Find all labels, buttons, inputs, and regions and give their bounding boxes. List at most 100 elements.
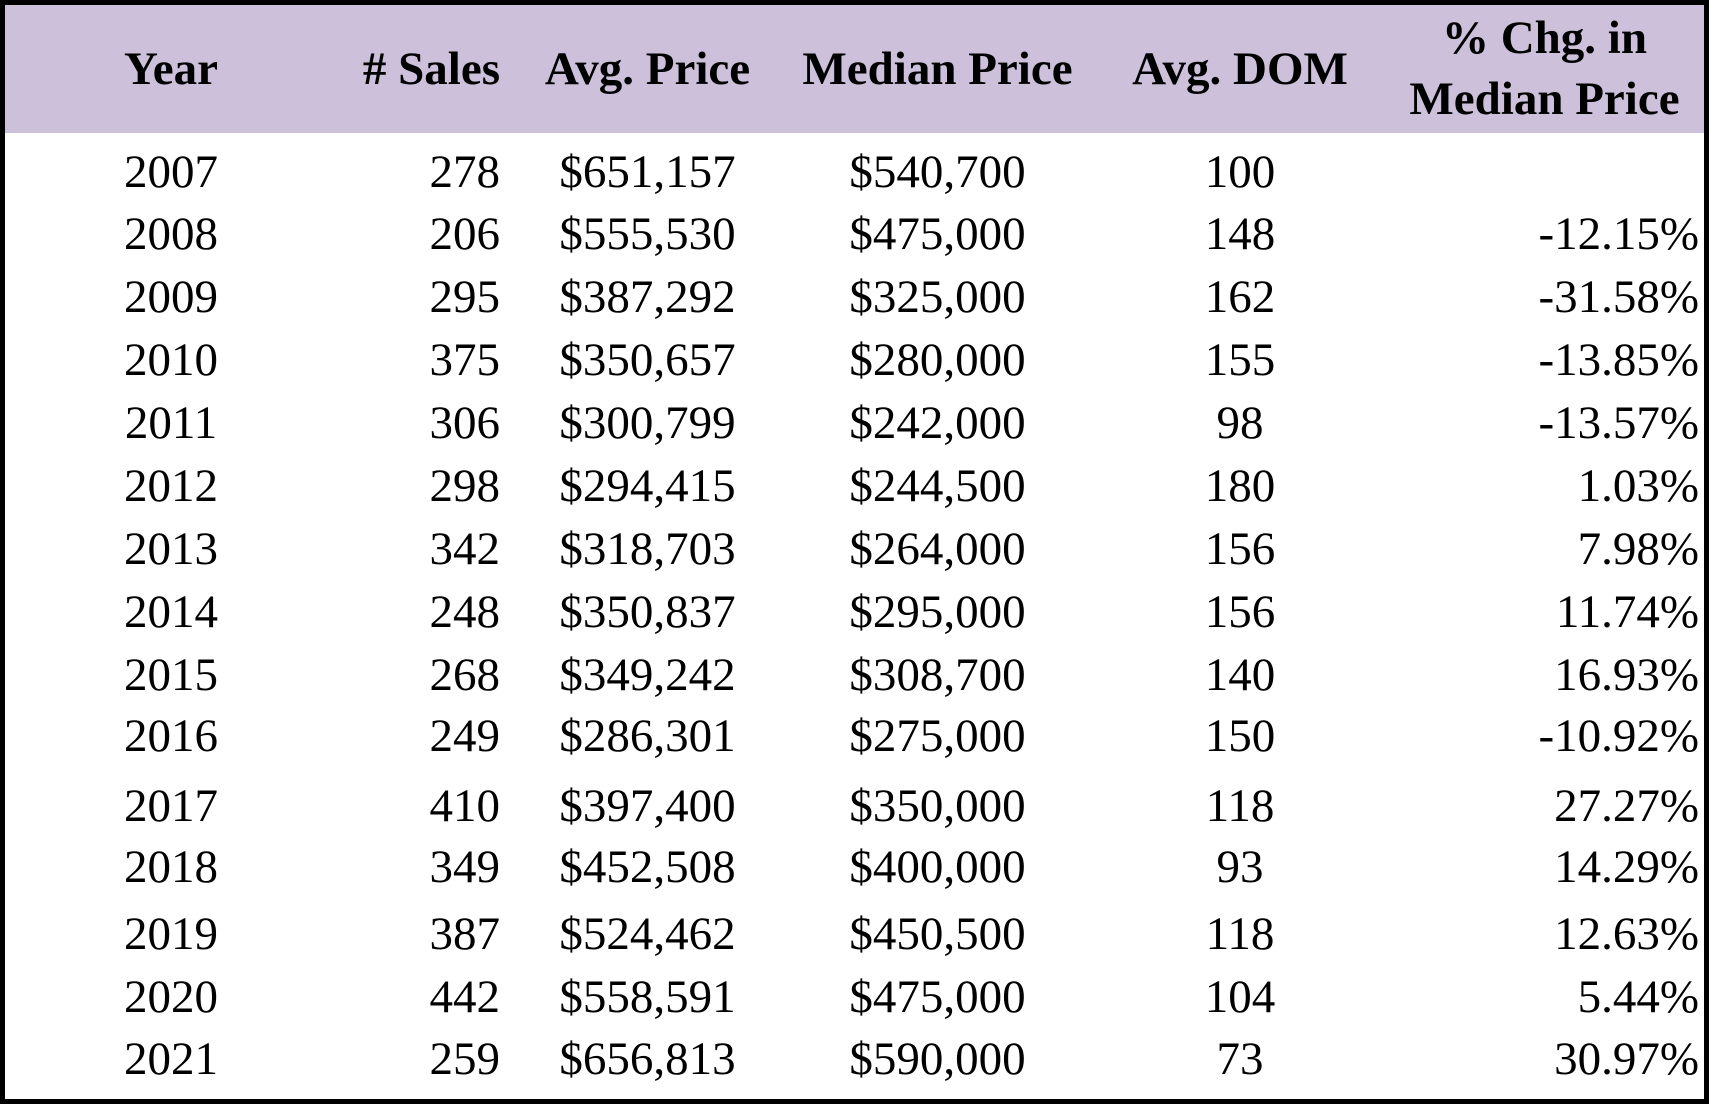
cell-sales: 295 <box>429 271 501 323</box>
table-row: 2017 410 $397,400 $350,000 118 27.27% <box>5 776 1704 836</box>
cell-pct-chg: 5.44% <box>1577 971 1699 1023</box>
cell-median-price: $242,000 <box>849 397 1026 449</box>
cell-pct-chg <box>1405 142 1699 202</box>
cell-pct-chg: 27.27% <box>1554 780 1699 832</box>
cell-pct-chg: 11.74% <box>1555 586 1699 638</box>
cell-pct-chg: 1.03% <box>1577 460 1699 512</box>
table-row: 2012 298 $294,415 $244,500 180 1.03% <box>5 456 1704 516</box>
cell-year: 2017 <box>124 780 218 832</box>
cell-year: 2016 <box>124 710 218 762</box>
cell-pct-chg: -12.15% <box>1538 208 1699 260</box>
cell-pct-chg: -13.57% <box>1538 397 1699 449</box>
cell-year: 2012 <box>124 460 218 512</box>
header-sales-label: # Sales <box>362 42 500 95</box>
cell-median-price: $475,000 <box>849 208 1026 260</box>
cell-avg-dom: 118 <box>1205 780 1275 832</box>
header-median-price: Median Price <box>790 5 1085 133</box>
cell-sales: 268 <box>429 649 501 701</box>
header-pct-chg: % Chg. in Median Price <box>1390 5 1699 133</box>
header-median-price-label: Median Price <box>802 42 1073 95</box>
cell-median-price: $350,000 <box>849 780 1026 832</box>
table-row: 2007 278 $651,157 $540,700 100 <box>5 142 1704 202</box>
cell-year: 2014 <box>124 586 218 638</box>
cell-year: 2008 <box>124 208 218 260</box>
cell-sales: 278 <box>429 146 501 198</box>
header-year: Year <box>91 5 251 133</box>
cell-sales: 206 <box>429 208 501 260</box>
cell-pct-chg: 7.98% <box>1577 523 1699 575</box>
cell-sales: 442 <box>429 971 501 1023</box>
cell-sales: 298 <box>429 460 501 512</box>
cell-year: 2021 <box>124 1033 218 1085</box>
cell-avg-price: $558,591 <box>559 971 736 1023</box>
table-row: 2008 206 $555,530 $475,000 148 -12.15% <box>5 204 1704 264</box>
cell-avg-price: $294,415 <box>559 460 736 512</box>
cell-avg-dom: 98 <box>1216 397 1264 449</box>
cell-avg-price: $397,400 <box>559 780 736 832</box>
header-sales: # Sales <box>335 5 500 133</box>
table-header: Year # Sales Avg. Price Median Price Avg… <box>5 5 1704 133</box>
table-row: 2016 249 $286,301 $275,000 150 -10.92% <box>5 706 1704 766</box>
cell-sales: 259 <box>429 1033 501 1085</box>
cell-median-price: $280,000 <box>849 334 1026 386</box>
cell-avg-price: $651,157 <box>559 146 736 198</box>
cell-avg-dom: 156 <box>1204 586 1276 638</box>
cell-pct-chg: 14.29% <box>1554 841 1699 893</box>
cell-avg-price: $555,530 <box>559 208 736 260</box>
cell-avg-dom: 140 <box>1204 649 1276 701</box>
cell-avg-price: $524,462 <box>559 908 736 960</box>
cell-year: 2020 <box>124 971 218 1023</box>
table-row: 2011 306 $300,799 $242,000 98 -13.57% <box>5 393 1704 453</box>
cell-avg-dom: 73 <box>1216 1033 1264 1085</box>
cell-sales: 375 <box>429 334 501 386</box>
cell-median-price: $590,000 <box>849 1033 1026 1085</box>
cell-avg-dom: 150 <box>1204 710 1276 762</box>
header-pct-chg-line1: % Chg. in <box>1441 12 1647 64</box>
table-row: 2015 268 $349,242 $308,700 140 16.93% <box>5 645 1704 705</box>
cell-median-price: $275,000 <box>849 710 1026 762</box>
cell-sales: 248 <box>429 586 501 638</box>
table-row: 2014 248 $350,837 $295,000 156 11.74% <box>5 582 1704 642</box>
cell-avg-dom: 156 <box>1204 523 1276 575</box>
cell-sales: 306 <box>429 397 501 449</box>
cell-sales: 410 <box>429 780 501 832</box>
cell-median-price: $308,700 <box>849 649 1026 701</box>
cell-year: 2007 <box>124 146 218 198</box>
cell-avg-price: $300,799 <box>559 397 736 449</box>
cell-median-price: $475,000 <box>849 971 1026 1023</box>
cell-pct-chg: 16.93% <box>1554 649 1699 701</box>
cell-avg-price: $350,837 <box>559 586 736 638</box>
table-row: 2020 442 $558,591 $475,000 104 5.44% <box>5 967 1704 1027</box>
cell-year: 2018 <box>124 841 218 893</box>
cell-avg-price: $318,703 <box>559 523 736 575</box>
cell-avg-dom: 162 <box>1204 271 1276 323</box>
cell-pct-chg: -31.58% <box>1538 271 1699 323</box>
cell-avg-dom: 180 <box>1204 460 1276 512</box>
cell-avg-price: $452,508 <box>559 841 736 893</box>
cell-sales: 349 <box>429 841 501 893</box>
cell-median-price: $400,000 <box>849 841 1026 893</box>
cell-sales: 342 <box>429 523 501 575</box>
header-pct-chg-stack: % Chg. in Median Price <box>1409 8 1679 130</box>
cell-pct-chg: 12.63% <box>1554 908 1699 960</box>
header-avg-price-label: Avg. Price <box>544 42 751 95</box>
cell-avg-price: $349,242 <box>559 649 736 701</box>
cell-median-price: $325,000 <box>849 271 1026 323</box>
cell-year: 2015 <box>124 649 218 701</box>
cell-sales: 249 <box>429 710 501 762</box>
header-avg-price: Avg. Price <box>525 5 770 133</box>
table-row: 2019 387 $524,462 $450,500 118 12.63% <box>5 904 1704 964</box>
table-row: 2009 295 $387,292 $325,000 162 -31.58% <box>5 267 1704 327</box>
header-year-label: Year <box>124 42 218 95</box>
cell-pct-chg: 30.97% <box>1554 1033 1699 1085</box>
cell-year: 2013 <box>124 523 218 575</box>
cell-avg-dom: 100 <box>1204 146 1276 198</box>
cell-median-price: $244,500 <box>849 460 1026 512</box>
cell-median-price: $540,700 <box>849 146 1026 198</box>
cell-median-price: $295,000 <box>849 586 1026 638</box>
cell-avg-dom: 93 <box>1216 841 1264 893</box>
cell-sales: 387 <box>429 908 501 960</box>
cell-avg-price: $387,292 <box>559 271 736 323</box>
cell-avg-dom: 148 <box>1204 208 1276 260</box>
